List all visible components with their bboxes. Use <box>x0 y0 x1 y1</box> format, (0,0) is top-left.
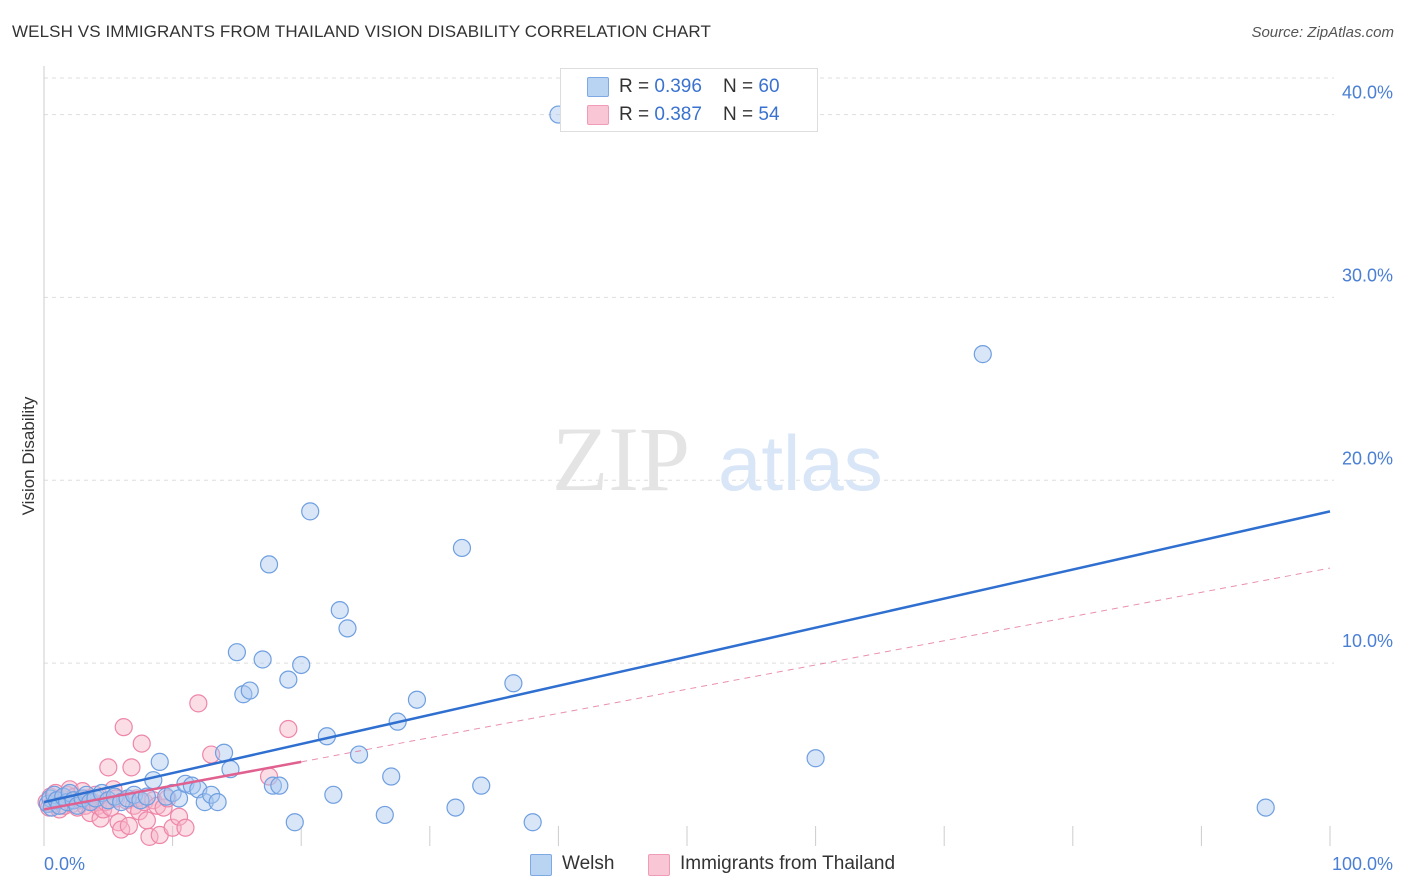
welsh-point <box>202 785 221 804</box>
chart-title: WELSH VS IMMIGRANTS FROM THAILAND VISION… <box>12 22 711 41</box>
thailand-point <box>189 694 208 713</box>
welsh-point <box>382 767 401 786</box>
welsh-point <box>208 793 227 812</box>
series-legend: Welsh Immigrants from Thailand <box>0 852 1406 878</box>
y-tick-label: 30.0% <box>1342 265 1393 285</box>
x-tick-label-max: 100.0% <box>1332 854 1393 874</box>
thailand-trend-line <box>43 760 302 811</box>
thailand-point <box>279 719 298 739</box>
thailand-point <box>99 758 118 777</box>
welsh-point <box>407 690 427 709</box>
welsh-point <box>270 776 289 795</box>
welsh-r-value: 0.396 <box>654 76 702 97</box>
thai-n-value: 54 <box>758 104 780 125</box>
y-tick-label: 10.0% <box>1342 631 1393 651</box>
welsh-point <box>1256 798 1275 817</box>
watermark-atlas: atlas <box>718 419 883 507</box>
welsh-point <box>253 650 272 669</box>
welsh-point <box>292 655 311 675</box>
welsh-point <box>240 681 259 700</box>
y-tick-label: 40.0% <box>1342 83 1393 103</box>
welsh-n-label: N = <box>723 76 759 97</box>
thai-n-label: N = <box>723 104 759 125</box>
welsh-point <box>472 776 491 795</box>
thailand-point <box>109 813 128 832</box>
source-credit: Source: ZipAtlas.com <box>1251 24 1394 41</box>
welsh-point <box>324 785 343 804</box>
thailand-point <box>137 811 156 830</box>
welsh-legend-label: Welsh <box>562 853 615 874</box>
welsh-point <box>227 643 246 662</box>
axis-layer: 10.0% 20.0% 30.0% 40.0% 0.0% 100.0% <box>43 66 1393 874</box>
welsh-point <box>285 813 304 832</box>
welsh-trend-line <box>43 510 1331 804</box>
welsh-r-label: R = <box>619 76 655 97</box>
welsh-point <box>523 813 542 832</box>
thailand-point <box>163 818 182 837</box>
welsh-point <box>446 798 465 817</box>
welsh-legend-swatch <box>530 854 552 876</box>
y-tick-label: 20.0% <box>1342 448 1393 468</box>
welsh-point <box>973 345 992 364</box>
welsh-swatch <box>587 77 609 97</box>
welsh-point <box>806 749 825 768</box>
stats-legend: R = 0.396 N = 60 R = 0.387 N = 54 <box>560 68 818 132</box>
welsh-point <box>330 601 349 620</box>
welsh-point <box>504 674 523 693</box>
welsh-point <box>375 805 394 825</box>
thailand-point <box>119 816 138 835</box>
thai-swatch <box>587 105 609 125</box>
welsh-points-group <box>38 105 1275 832</box>
thai-r-label: R = <box>619 104 655 125</box>
welsh-point <box>195 793 214 812</box>
y-axis-label: Vision Disability <box>19 396 38 515</box>
welsh-point <box>452 538 472 558</box>
thailand-point <box>114 718 133 737</box>
welsh-point <box>349 745 369 764</box>
thailand-point <box>122 758 141 777</box>
welsh-point <box>144 771 163 790</box>
welsh-point <box>338 619 357 638</box>
thai-r-value: 0.387 <box>654 104 702 125</box>
x-tick-label-min: 0.0% <box>44 854 85 874</box>
welsh-point <box>150 752 169 771</box>
welsh-point <box>259 555 279 574</box>
thailand-point <box>169 807 189 826</box>
thai-legend-label: Immigrants from Thailand <box>680 853 896 874</box>
thai-legend-swatch <box>648 854 670 876</box>
welsh-point <box>263 776 283 795</box>
thailand-point <box>176 818 195 837</box>
thailand-point <box>132 734 151 753</box>
watermark: ZIP atlas <box>552 408 883 510</box>
thailand-trend-extension <box>301 567 1331 763</box>
welsh-point <box>301 502 320 521</box>
welsh-point <box>214 743 234 762</box>
watermark-zip: ZIP <box>552 408 690 510</box>
welsh-point <box>279 670 298 689</box>
welsh-n-value: 60 <box>758 76 780 97</box>
thailand-point <box>101 798 120 817</box>
grid-layer <box>44 77 1334 664</box>
trend-layer <box>43 510 1331 811</box>
thailand-point <box>154 798 173 817</box>
